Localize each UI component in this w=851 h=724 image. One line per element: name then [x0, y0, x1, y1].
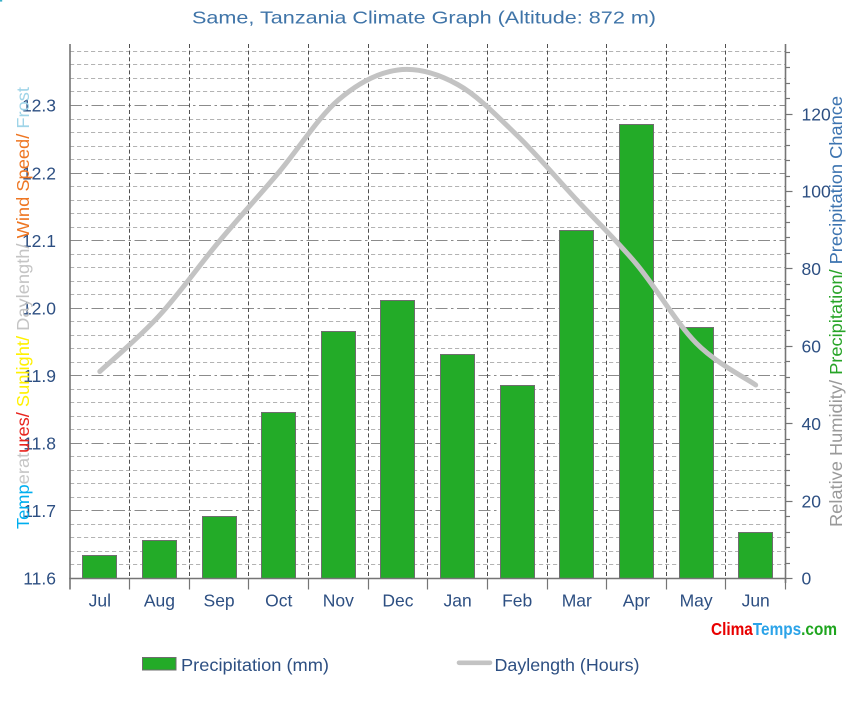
svg-text:May: May	[680, 591, 713, 611]
svg-text:100: 100	[802, 182, 831, 202]
svg-text:Apr: Apr	[623, 591, 650, 611]
svg-text:Relative Humidity/ Precipitati: Relative Humidity/ Precipitation/ Precip…	[826, 96, 846, 527]
svg-text:11.7: 11.7	[23, 501, 56, 521]
svg-text:11.9: 11.9	[23, 366, 56, 386]
svg-text:11.8: 11.8	[23, 434, 56, 454]
svg-text:Mar: Mar	[562, 591, 592, 611]
svg-text:Sep: Sep	[204, 591, 235, 611]
svg-text:80: 80	[802, 259, 822, 279]
svg-text:60: 60	[802, 337, 822, 357]
svg-text:120: 120	[802, 104, 831, 124]
svg-text:Precipitation (mm): Precipitation (mm)	[181, 655, 329, 675]
svg-text:12.1: 12.1	[22, 231, 56, 251]
svg-text:Jun: Jun	[742, 591, 770, 611]
svg-text:Jul: Jul	[89, 591, 111, 611]
svg-text:Nov: Nov	[323, 591, 354, 611]
svg-text:Same, Tanzania Climate Graph (: Same, Tanzania Climate Graph (Altitude: …	[192, 8, 656, 28]
svg-text:12.2: 12.2	[22, 163, 56, 183]
svg-text:11.6: 11.6	[23, 569, 56, 589]
svg-text:Feb: Feb	[502, 591, 532, 611]
svg-text:Dec: Dec	[382, 591, 413, 611]
svg-text:20: 20	[802, 491, 822, 511]
svg-text:0: 0	[802, 569, 812, 589]
svg-text:Temperatures/ Sunlight/ Daylen: Temperatures/ Sunlight/ Daylength/ Wind …	[13, 87, 33, 529]
svg-text:ClimaTemps.com: ClimaTemps.com	[711, 619, 837, 639]
svg-text:40: 40	[802, 414, 822, 434]
svg-text:Oct: Oct	[265, 591, 292, 611]
svg-text:12.3: 12.3	[22, 96, 56, 116]
svg-text:Jan: Jan	[443, 591, 471, 611]
svg-text:Aug: Aug	[144, 591, 175, 611]
svg-text:Daylength (Hours): Daylength (Hours)	[495, 655, 640, 675]
svg-text:12.0: 12.0	[22, 298, 56, 318]
